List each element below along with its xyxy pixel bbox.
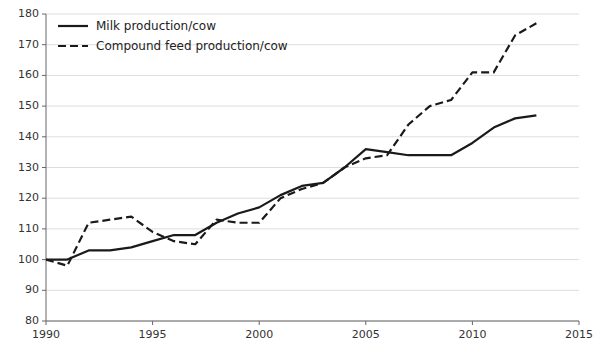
- legend-swatch: [58, 45, 88, 47]
- series-line: [46, 23, 536, 266]
- x-tick: [152, 321, 153, 325]
- grid-line: [46, 75, 579, 76]
- y-tick-label: 130: [18, 161, 39, 174]
- y-tick: [42, 75, 46, 76]
- y-tick: [42, 14, 46, 15]
- grid-line: [46, 290, 579, 291]
- legend-swatch: [58, 25, 88, 27]
- x-tick: [46, 321, 47, 325]
- x-axis-line: [46, 321, 579, 322]
- x-tick: [472, 321, 473, 325]
- x-tick: [579, 321, 580, 325]
- x-tick-label: 2010: [458, 328, 486, 341]
- grid-line: [46, 14, 579, 15]
- y-tick: [42, 44, 46, 45]
- x-tick-label: 2005: [352, 328, 380, 341]
- grid: [46, 14, 579, 321]
- x-tick: [259, 321, 260, 325]
- x-tick-label: 2015: [565, 328, 593, 341]
- chart-container: 80 90 100 110 120 130 140 150 160 170 180 1990 1995 2…: [0, 0, 601, 351]
- grid-line: [46, 106, 579, 107]
- y-tick-label: 110: [18, 222, 39, 235]
- y-tick: [42, 228, 46, 229]
- y-tick: [42, 136, 46, 137]
- chart: 80 90 100 110 120 130 140 150 160 170 180 1990 1995 2…: [0, 0, 601, 351]
- y-tick-label: 140: [18, 130, 39, 143]
- grid-line: [46, 321, 579, 322]
- y-tick-label: 100: [18, 253, 39, 266]
- y-tick-label: 180: [18, 7, 39, 20]
- y-tick: [42, 198, 46, 199]
- legend-label: Milk production/cow: [96, 19, 216, 33]
- grid-line: [46, 198, 579, 199]
- legend: Milk production/cow Compound feed product…: [58, 19, 288, 53]
- lines: [46, 23, 536, 266]
- series-line: [46, 115, 536, 259]
- x-tick-label: 1990: [32, 328, 60, 341]
- grid-line: [46, 136, 579, 137]
- grid-line: [46, 167, 579, 168]
- legend-label: Compound feed production/cow: [96, 39, 288, 53]
- y-tick-label: 120: [18, 191, 39, 204]
- y-tick: [42, 167, 46, 168]
- x-tick-label: 2000: [245, 328, 273, 341]
- y-tick-label: 150: [18, 99, 39, 112]
- y-tick: [42, 321, 46, 322]
- y-tick-label: 170: [18, 38, 39, 51]
- y-tick-label: 160: [18, 68, 39, 81]
- y-tick-label: 80: [25, 314, 39, 327]
- y-tick: [42, 106, 46, 107]
- background: [0, 0, 601, 351]
- grid-line: [46, 228, 579, 229]
- axes: 80 90 100 110 120 130 140 150 160 170 180 1990 1995 2…: [18, 7, 593, 341]
- grid-line: [46, 259, 579, 260]
- x-tick: [365, 321, 366, 325]
- y-tick: [42, 259, 46, 260]
- x-tick-label: 1995: [139, 328, 167, 341]
- y-tick: [42, 290, 46, 291]
- y-tick-label: 90: [25, 283, 39, 296]
